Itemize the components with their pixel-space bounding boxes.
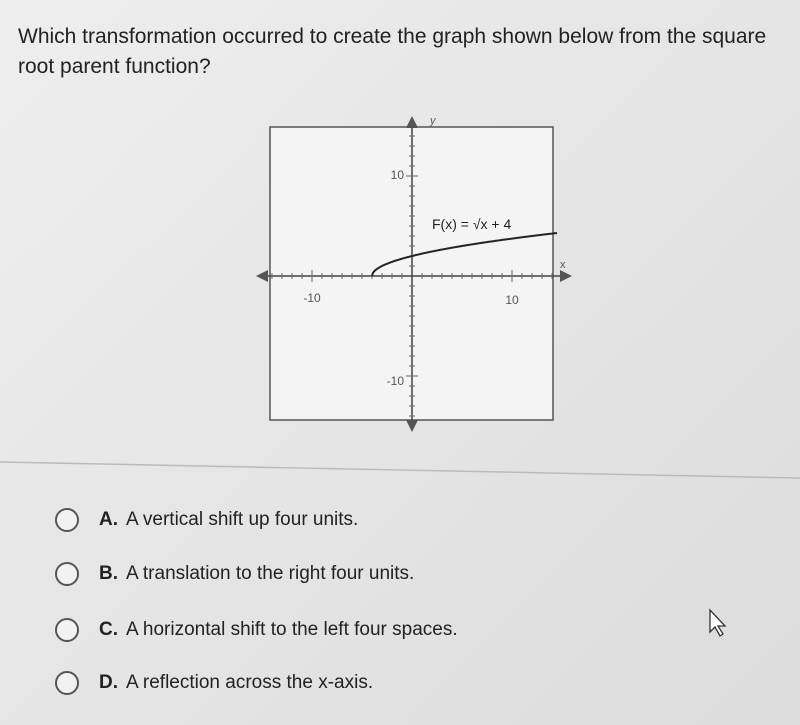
function-label: F(x) = √x + 4 [432,216,511,232]
y-tick-label: -10 [387,374,405,388]
choice-letter: C. [99,619,118,640]
y-axis-label: y [429,115,437,127]
arrow [256,270,268,282]
choice[interactable]: A. A vertical shift up four units. [55,508,358,532]
choice-letter: B. [99,563,118,584]
choice-text: A reflection across the x-axis. [126,672,374,693]
choice-letter: A. [99,509,118,530]
choice-text: A horizontal shift to the left four spac… [126,619,458,640]
cursor [709,608,727,637]
radio-button[interactable] [55,671,79,695]
choice[interactable]: B. A translation to the right four units. [55,562,414,586]
function-curve [371,232,558,277]
x-axis-label: x [560,259,566,271]
arrow [560,270,572,282]
choice[interactable]: C. A horizontal shift to the left four sp… [55,618,458,642]
choice-text: A translation to the right four units. [126,563,415,584]
choice-text: A vertical shift up four units. [126,509,359,530]
separator [0,461,800,479]
choice-letter: D. [99,672,118,693]
choice[interactable]: D. A reflection across the x-axis. [55,671,373,695]
radio-button[interactable] [55,618,79,642]
radio-button[interactable] [55,562,79,586]
arrow [406,420,418,432]
x-tick-label: -10 [303,291,321,305]
arrow [406,116,418,128]
ticks [271,135,553,417]
x-tick-label: 10 [505,293,519,307]
question: Which transformation occurred to create … [18,25,767,78]
y-tick-label: 10 [391,168,405,182]
radio-button[interactable] [55,508,79,532]
